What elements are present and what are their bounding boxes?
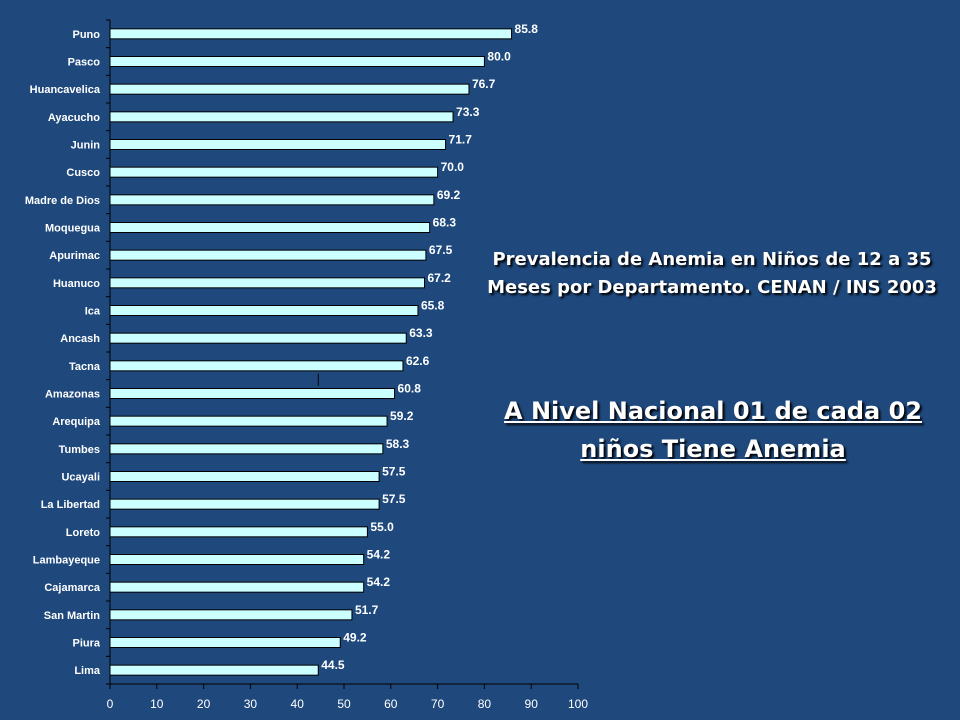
x-tick-label: 20 <box>197 697 211 711</box>
x-tick-label: 0 <box>107 697 114 711</box>
chart-title: Prevalencia de Anemia en Niños de 12 a 3… <box>487 249 937 298</box>
value-label: 60.8 <box>398 382 422 396</box>
bars-group <box>109 28 513 676</box>
bar-moquegua <box>109 222 431 233</box>
category-label: La Libertad <box>41 499 100 511</box>
category-label: Moquegua <box>45 223 101 235</box>
category-label: Lima <box>74 665 101 677</box>
bar-cusco <box>109 166 439 178</box>
category-label: Cajamarca <box>44 582 101 594</box>
category-label: San Martin <box>44 610 101 622</box>
category-label: Ancash <box>60 333 100 345</box>
bar-chart: Puno 85.8 Pasco 80.0 Huancavelica 76.7 Ayacuch… <box>25 19 589 711</box>
value-label: 54.2 <box>367 548 391 562</box>
x-tick-label: 40 <box>291 697 305 711</box>
value-label: 68.3 <box>433 216 457 230</box>
bar-junin <box>109 139 447 150</box>
value-label: 80.0 <box>487 50 511 64</box>
bar-amazonas <box>109 388 396 399</box>
category-label: Ucayali <box>61 472 100 484</box>
bar-madre-de-dios <box>109 194 435 206</box>
category-label: Huanuco <box>53 278 100 290</box>
category-label: Tumbes <box>59 444 100 456</box>
category-label: Puno <box>73 29 101 41</box>
bar-ica <box>109 305 419 316</box>
bar-puno <box>109 28 513 40</box>
bar-piura <box>109 637 341 648</box>
value-label: 69.2 <box>437 188 461 202</box>
bar-pasco <box>109 56 485 67</box>
value-label: 76.7 <box>472 77 496 91</box>
value-label: 70.0 <box>441 160 465 174</box>
category-label: Tacna <box>69 361 101 373</box>
bar-tumbes <box>109 443 384 455</box>
value-label: 63.3 <box>409 326 433 340</box>
x-tick-label: 60 <box>384 697 398 711</box>
value-label: 67.5 <box>429 243 453 257</box>
category-label: Arequipa <box>52 416 101 428</box>
bar-la-libertad <box>109 498 380 510</box>
bar-cajamarca <box>109 581 365 593</box>
category-label: Amazonas <box>45 389 100 401</box>
bar-loreto <box>109 526 368 538</box>
category-label: Piura <box>72 638 100 650</box>
category-label: Apurimac <box>49 250 100 262</box>
value-label: 62.6 <box>406 354 430 368</box>
value-label: 57.5 <box>382 465 406 479</box>
value-label: 55.0 <box>370 520 394 534</box>
category-label: Madre de Dios <box>25 195 100 207</box>
x-tick-label: 80 <box>478 697 492 711</box>
bar-apurimac <box>109 249 427 261</box>
value-label: 67.2 <box>427 271 451 285</box>
bar-huancavelica <box>109 83 470 95</box>
bar-lima <box>109 664 319 676</box>
category-label: Ica <box>85 306 101 318</box>
value-label: 73.3 <box>456 105 480 119</box>
value-label: 65.8 <box>421 299 445 313</box>
category-label: Pasco <box>68 57 101 69</box>
value-label: 49.2 <box>343 631 367 645</box>
category-label: Loreto <box>66 527 101 539</box>
value-label: 51.7 <box>355 603 379 617</box>
category-label: Ayacucho <box>48 112 100 124</box>
value-label: 57.5 <box>382 492 406 506</box>
value-label: 44.5 <box>321 658 345 672</box>
value-label: 54.2 <box>367 575 391 589</box>
x-tick-label: 30 <box>244 697 258 711</box>
bar-ayacucho <box>109 111 454 123</box>
x-tick-label: 10 <box>150 697 164 711</box>
bar-arequipa <box>109 415 388 427</box>
category-label: Huancavelica <box>30 84 101 96</box>
labels-group: Puno 85.8 Pasco 80.0 Huancavelica 76.7 Ayacuch… <box>25 22 589 711</box>
bar-ancash <box>109 332 407 344</box>
x-tick-label: 90 <box>525 697 539 711</box>
x-tick-label: 70 <box>431 697 445 711</box>
category-label: Junin <box>71 140 101 152</box>
bar-lambayeque <box>109 554 365 565</box>
axes-group <box>106 19 579 689</box>
value-label: 71.7 <box>449 133 473 147</box>
value-label: 85.8 <box>515 22 539 36</box>
category-label: Lambayeque <box>33 555 100 567</box>
bar-ucayali <box>109 471 380 482</box>
x-tick-label: 50 <box>337 697 351 711</box>
x-tick-label: 100 <box>568 697 588 711</box>
bar-huanuco <box>109 277 425 289</box>
bar-tacna <box>109 360 404 372</box>
bar-san-martin <box>109 609 353 621</box>
value-label: 59.2 <box>390 409 414 423</box>
headline-text: A Nivel Nacional 01 de cada 02 niños Tie… <box>504 397 922 463</box>
value-label: 58.3 <box>386 437 410 451</box>
category-label: Cusco <box>66 167 100 179</box>
